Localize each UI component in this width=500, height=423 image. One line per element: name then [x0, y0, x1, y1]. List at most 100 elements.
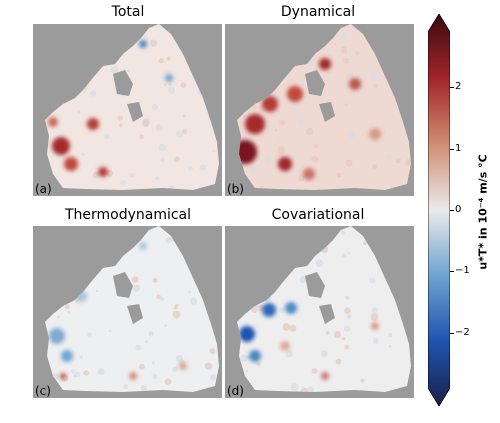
speckle — [94, 40, 103, 49]
speckle — [371, 307, 379, 314]
speckle — [159, 296, 165, 301]
speckle — [340, 230, 345, 235]
speckle — [325, 330, 330, 335]
speckle — [110, 66, 119, 74]
speckle — [237, 36, 242, 44]
speckle — [311, 39, 315, 42]
speckle — [96, 247, 99, 251]
speckle — [342, 337, 346, 341]
speckle — [49, 284, 55, 290]
speckle — [83, 370, 89, 376]
speckle — [168, 185, 175, 190]
island-mask — [113, 272, 133, 298]
speckle — [388, 256, 393, 262]
speckle — [168, 83, 172, 87]
heatmap-panel-total: (a) — [33, 24, 222, 196]
speckle — [168, 86, 176, 94]
colorbar-tick-mark — [450, 332, 454, 334]
speckle — [298, 118, 304, 124]
speckle — [320, 350, 328, 357]
speckle — [349, 132, 356, 139]
speckle — [281, 69, 288, 75]
speckle — [395, 259, 401, 264]
speckle — [279, 307, 285, 313]
speckle — [263, 156, 271, 164]
speckle — [345, 103, 348, 106]
speckle — [381, 260, 386, 264]
speckle — [173, 306, 178, 310]
speckle — [341, 253, 346, 258]
speckle — [293, 108, 297, 112]
anomaly-patch — [239, 326, 255, 342]
speckle — [315, 259, 324, 268]
speckle — [97, 368, 105, 376]
speckle — [199, 164, 207, 171]
speckle — [276, 73, 284, 81]
speckle — [372, 164, 377, 169]
colorbar-tick-label: 1 — [455, 142, 462, 154]
speckle — [46, 279, 51, 284]
speckle — [79, 355, 84, 359]
speckle — [165, 236, 172, 244]
speckle — [237, 54, 243, 63]
speckle — [277, 140, 282, 144]
speckle — [79, 259, 87, 267]
anomaly-patch — [48, 117, 58, 127]
speckle — [388, 333, 393, 337]
colorbar-tick-mark — [450, 148, 454, 150]
speckle — [67, 310, 71, 314]
speckle — [72, 34, 76, 38]
anomaly-patch — [52, 137, 70, 155]
speckle — [87, 332, 92, 337]
speckle — [119, 123, 123, 128]
colorbar-tick-label: −2 — [455, 326, 470, 338]
anomaly-patch — [303, 168, 315, 180]
speckle — [259, 154, 262, 157]
speckle — [158, 143, 167, 152]
speckle — [395, 32, 399, 36]
speckle — [150, 39, 158, 47]
anomaly-patch — [98, 167, 108, 177]
anomaly-patch — [60, 373, 66, 379]
anomaly-patch — [245, 114, 265, 134]
anomaly-patch — [87, 118, 99, 130]
speckle — [401, 309, 407, 315]
anomaly-patch — [165, 74, 173, 82]
speckle — [237, 78, 242, 83]
speckle — [50, 92, 58, 100]
colorbar-tick-label: 0 — [455, 204, 462, 215]
speckle — [240, 354, 248, 362]
speckle — [394, 259, 402, 268]
speckle — [48, 299, 56, 307]
heatmap-panel-covariational: (d) — [225, 226, 414, 398]
speckle — [344, 344, 350, 350]
speckle — [45, 42, 46, 46]
speckle — [129, 172, 135, 178]
speckle — [88, 232, 93, 236]
speckle — [321, 246, 329, 254]
speckle — [122, 42, 129, 49]
speckle — [345, 159, 353, 167]
speckle — [91, 42, 95, 46]
anomaly-patch — [179, 362, 187, 370]
speckle — [135, 344, 142, 351]
speckle — [239, 96, 248, 105]
anomaly-patch — [285, 302, 297, 314]
speckle — [274, 128, 278, 132]
anomaly-patch — [139, 242, 147, 250]
speckle — [262, 56, 267, 62]
speckle — [53, 231, 62, 240]
speckle — [254, 304, 258, 308]
speckle — [276, 64, 283, 71]
panel-label-b: (b) — [227, 182, 244, 196]
ice-map-covariational — [237, 226, 411, 392]
speckle — [182, 114, 186, 118]
colorbar — [428, 14, 450, 406]
island-mask — [319, 102, 335, 122]
panel-label-a: (a) — [35, 182, 52, 196]
colorbar-tick-mark — [450, 271, 454, 273]
anomaly-patch — [262, 96, 278, 112]
speckle — [237, 275, 243, 283]
speckle — [190, 297, 198, 305]
colorbar-body — [428, 14, 450, 406]
